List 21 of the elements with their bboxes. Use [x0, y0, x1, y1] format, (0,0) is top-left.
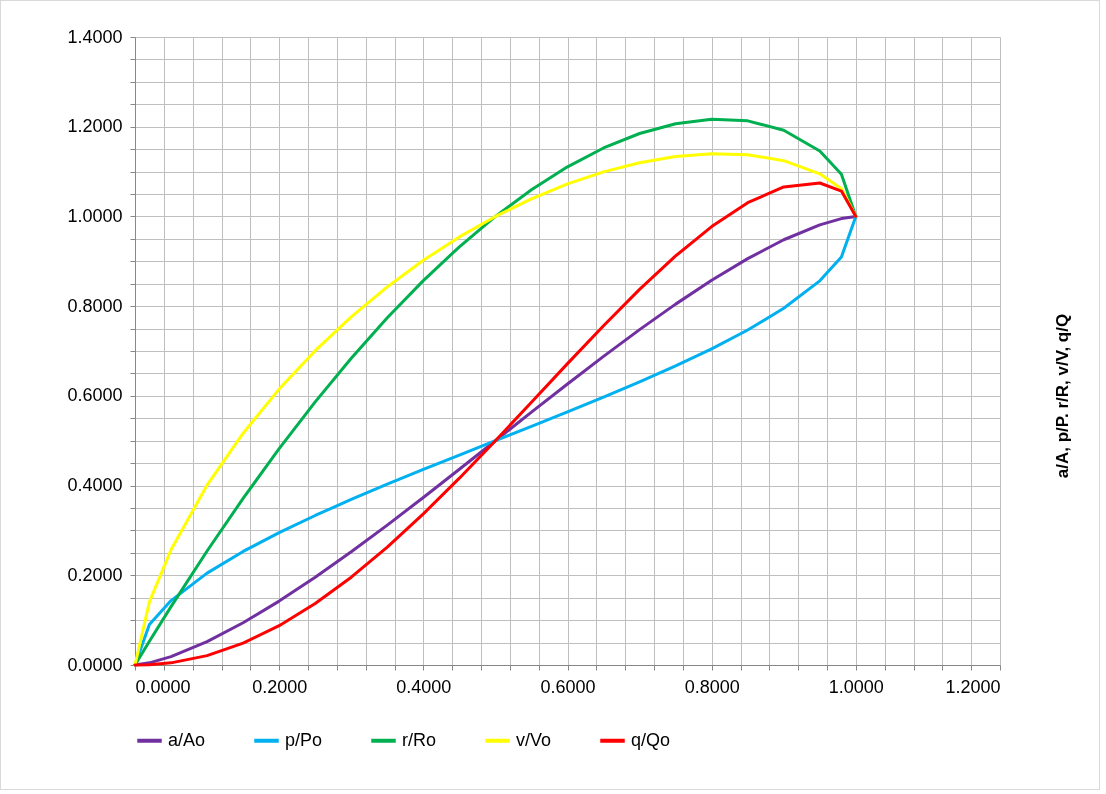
x-tick-label: 1.2000 [945, 676, 1001, 697]
x-tick-label: 0.8000 [684, 676, 740, 697]
x-tick-label: 0.2000 [252, 676, 308, 697]
x-tick-label: 1.0000 [828, 676, 884, 697]
y2-axis-title: a/A, p/P. r/R, v/V, q/Q [1053, 313, 1073, 479]
x-tick-label: 0.0000 [135, 676, 191, 697]
legend-label: q/Qo [631, 729, 671, 750]
x-tick-label: 0.4000 [396, 676, 452, 697]
y-tick-label: 1.0000 [67, 205, 123, 226]
y-tick-label: 0.4000 [67, 475, 123, 496]
legend-label: v/Vo [516, 729, 552, 750]
legend-label: a/Ao [168, 729, 206, 750]
x-tick-label: 0.6000 [540, 676, 596, 697]
y-tick-label: 0.8000 [67, 295, 123, 316]
y-tick-label: 1.2000 [67, 116, 123, 137]
legend-label: r/Ro [402, 729, 437, 750]
y-tick-label: 0.2000 [67, 564, 123, 585]
y-tick-label: 0.0000 [67, 654, 123, 675]
legend-label: p/Po [285, 729, 323, 750]
y-tick-label: 0.6000 [67, 385, 123, 406]
y-tick-label: 1.4000 [67, 26, 123, 47]
